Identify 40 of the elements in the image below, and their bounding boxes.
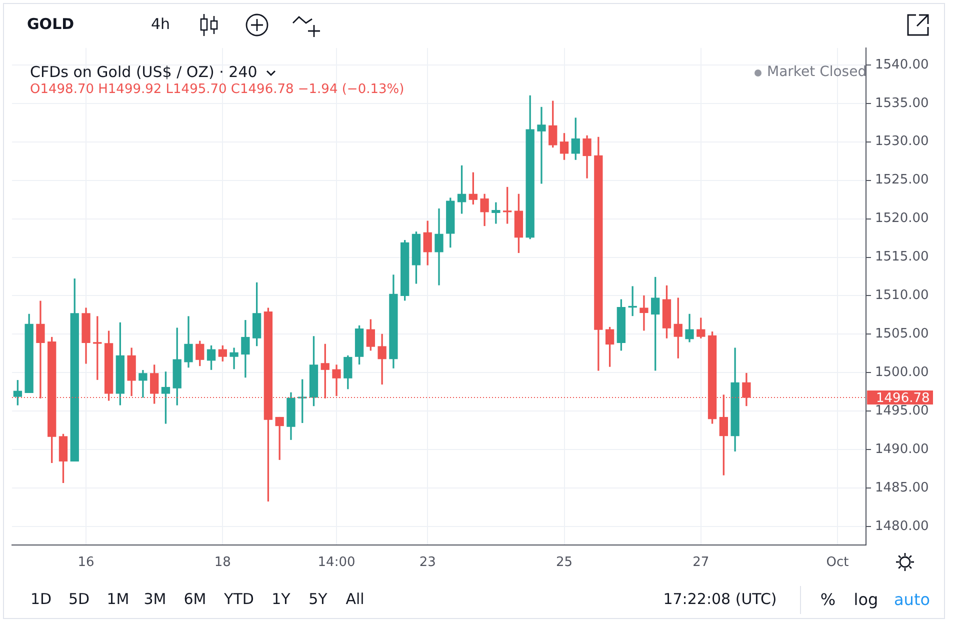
annotation: O1498.70 H1499.92 L1495.70 C1496.78 −1.94 (−0.13%): [30, 82, 404, 97]
y-tick-label: 1515.00: [875, 250, 929, 265]
text: 5D: [68, 590, 90, 608]
text: 6M: [184, 590, 206, 608]
x-tick-label: 14:00: [318, 555, 356, 570]
text: 17:22:08 (UTC): [663, 590, 777, 608]
text: 1D: [30, 590, 52, 608]
text: 1Y: [272, 590, 290, 608]
x-tick-label: 16: [78, 555, 94, 570]
text: 3M: [144, 590, 166, 608]
x-tick-label: 27: [692, 555, 710, 570]
y-tick-label: 1480.00: [875, 518, 929, 534]
text: %: [820, 590, 836, 609]
text: YTD: [224, 590, 254, 608]
ref-line-label: 1496.78: [876, 390, 930, 406]
text: log: [854, 590, 878, 609]
x-tick-label: 25: [556, 555, 573, 570]
y-tick-label: 1495.00: [875, 404, 929, 419]
text: All: [346, 590, 364, 608]
y-tick-label: 1525.00: [875, 172, 929, 188]
text: 5Y: [308, 590, 328, 608]
text: 1M: [106, 590, 130, 608]
x-tick-label: Oct: [826, 555, 849, 570]
y-tick-label: 1490.00: [875, 442, 929, 457]
x-tick-label: 18: [214, 555, 231, 570]
text: 4h: [151, 15, 170, 33]
y-tick-label: 1535.00: [875, 96, 929, 111]
y-tick-label: 1510.00: [875, 288, 929, 304]
y-tick-label: 1540.00: [875, 57, 929, 72]
y-tick-label: 1530.00: [875, 134, 929, 150]
y-tick-label: 1520.00: [875, 211, 929, 226]
annotation: Market Closed: [767, 64, 867, 80]
text: auto: [894, 590, 930, 609]
candlestick: [93, 316, 102, 380]
chart-title: GOLD: [27, 15, 74, 33]
x-tick-label: 23: [419, 555, 436, 570]
y-tick-label: 1500.00: [875, 365, 929, 380]
y-tick-label: 1485.00: [875, 480, 929, 496]
y-tick-label: 1505.00: [875, 326, 929, 342]
text: CFDs on Gold (US$ / OZ) · 240: [30, 63, 258, 81]
